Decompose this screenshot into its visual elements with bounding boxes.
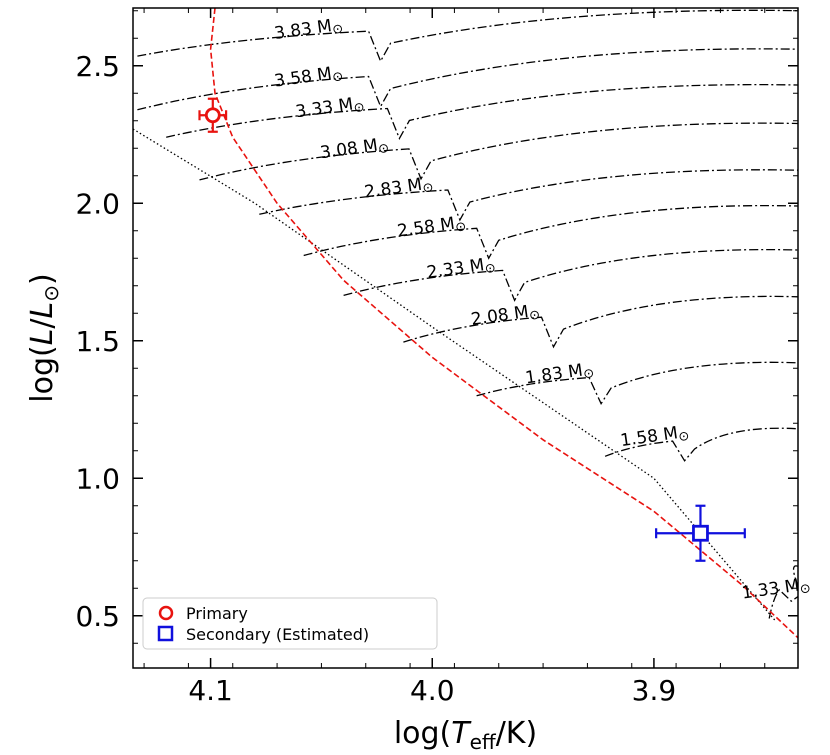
legend: Primary Secondary (Estimated): [142, 597, 438, 650]
isochrone-line: [209, 8, 798, 639]
y-tick-label: 0.5: [75, 600, 120, 633]
x-tick-label: 4.0: [410, 674, 455, 707]
secondary-star-marker: [692, 524, 709, 542]
legend-secondary-label: Secondary (Estimated): [186, 625, 369, 644]
y-axis-title: log(L/L⊙): [25, 273, 63, 402]
x-axis-title: log(Teff/K): [394, 716, 537, 754]
x-tick-label: 4.1: [188, 674, 233, 707]
legend-box: [142, 597, 438, 650]
evolutionary-track: [768, 565, 798, 619]
y-tick-label: 2.0: [75, 187, 120, 220]
legend-primary-label: Primary: [186, 604, 248, 623]
y-tick-label: 2.5: [75, 50, 120, 83]
track-mass-label: 1.58 M⊙: [619, 422, 690, 453]
track-mass-label: 1.33 M⊙: [741, 574, 812, 605]
y-tick-label: 1.5: [75, 325, 120, 358]
track-mass-label: 2.08 M⊙: [470, 301, 541, 332]
evolutionary-track: [303, 204, 798, 260]
primary-star-marker: [204, 107, 221, 124]
zams-line: [133, 128, 777, 622]
evolutionary-track: [259, 169, 798, 222]
evolutionary-track: [476, 361, 798, 406]
track-mass-label: 3.08 M⊙: [319, 134, 390, 165]
evolutionary-track: [343, 248, 798, 302]
track-mass-label: 3.83 M⊙: [273, 15, 344, 46]
evolutionary-track: [199, 122, 798, 181]
evolutionary-track: [604, 427, 798, 462]
track-mass-label: 1.83 M⊙: [524, 359, 595, 390]
evolutionary-track: [137, 9, 798, 63]
evolutionary-track: [137, 48, 798, 111]
track-mass-label: 2.83 M⊙: [363, 173, 434, 204]
plot-frame: [132, 7, 799, 669]
track-mass-label: 2.58 M⊙: [396, 212, 467, 243]
track-mass-label: 3.58 M⊙: [273, 62, 344, 93]
legend-primary-marker: [158, 605, 174, 621]
track-mass-label: 3.33 M⊙: [294, 93, 365, 124]
evolutionary-track: [403, 295, 798, 349]
x-tick-label: 3.9: [632, 674, 677, 707]
y-tick-label: 1.0: [75, 462, 120, 495]
evolutionary-track: [166, 83, 798, 141]
legend-secondary-marker: [157, 625, 174, 642]
track-mass-label: 2.33 M⊙: [426, 254, 497, 285]
